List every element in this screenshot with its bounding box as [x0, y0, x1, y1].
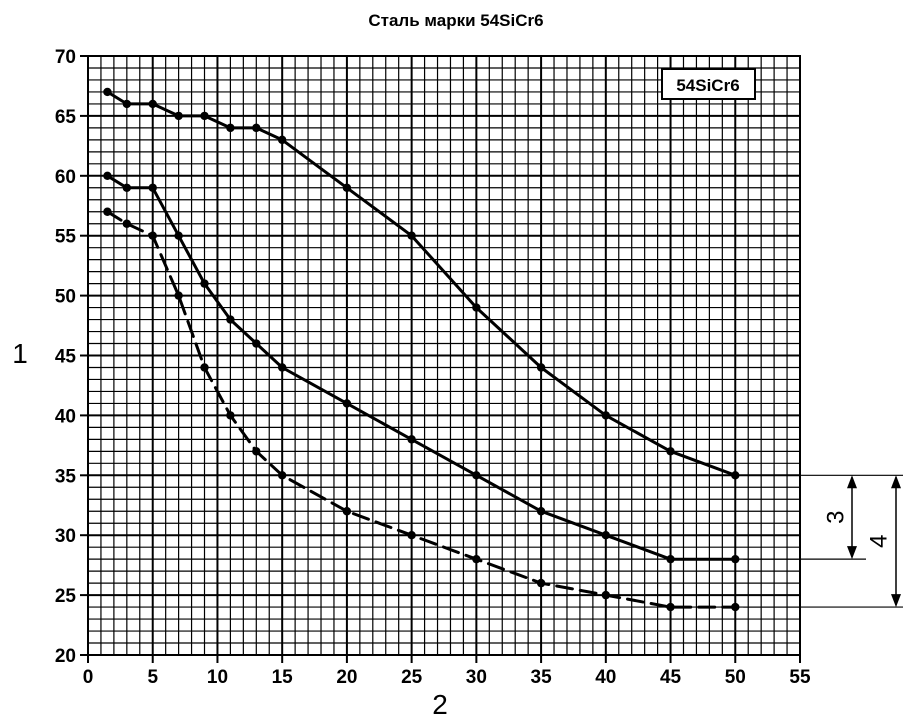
series-3-point	[103, 207, 112, 216]
series-1-point	[122, 99, 132, 109]
annotation-label-4: 4	[866, 535, 893, 548]
y-axis-label: 1	[12, 338, 28, 369]
series-2-point	[472, 471, 481, 480]
series-1-point	[731, 471, 740, 480]
x-tick-label: 5	[147, 667, 158, 688]
series-3-point	[666, 602, 675, 612]
y-tick-label: 50	[55, 287, 76, 308]
legend-box-label: 54SiCr6	[676, 76, 739, 95]
series-1-point	[407, 231, 416, 240]
axis-ticks: 0 5 10 15 20 25 30 35 40 45 50 55 20 25 30 35 40 45 50 55 60…	[55, 47, 811, 688]
x-tick-label: 55	[789, 667, 811, 688]
series-2-point	[226, 315, 235, 324]
y-tick-label: 30	[55, 526, 76, 547]
y-tick-label: 55	[55, 227, 77, 248]
x-tick-label: 25	[401, 667, 423, 688]
annotation-arrow-3-head-down	[847, 546, 857, 560]
series-3-point	[252, 447, 261, 456]
series-1-point	[536, 363, 546, 372]
series-2-point	[407, 435, 416, 444]
series-3-point	[174, 291, 183, 300]
x-tick-label: 30	[466, 667, 487, 688]
annotation-label-3: 3	[823, 511, 850, 524]
series-2-point	[601, 531, 611, 540]
x-tick-label: 0	[83, 667, 94, 688]
y-tick-label: 45	[55, 347, 77, 368]
series-3-point	[536, 578, 546, 588]
series-1-point	[226, 123, 235, 133]
y-tick-label: 35	[55, 466, 77, 487]
series-2-point	[200, 279, 209, 288]
series-2-point	[148, 183, 157, 192]
x-tick-label: 35	[531, 667, 553, 688]
series-1-point	[148, 99, 157, 109]
series-3-point	[226, 411, 235, 420]
series-3-point	[342, 507, 352, 516]
y-tick-label: 25	[55, 586, 77, 607]
series-3-point	[122, 219, 132, 228]
series-2-point	[277, 363, 287, 372]
x-tick-label: 50	[725, 667, 746, 688]
series-1-point	[174, 111, 183, 121]
series-2-point	[731, 554, 740, 564]
series-2-point	[252, 339, 261, 348]
series-1-point	[277, 135, 287, 145]
x-tick-label: 10	[207, 667, 228, 688]
series-1-point	[666, 447, 675, 456]
series-1-point	[601, 411, 611, 420]
series-2-point	[174, 231, 183, 240]
y-tick-label: 60	[55, 167, 76, 188]
series-layer	[103, 87, 740, 612]
series-3-point	[148, 231, 157, 240]
x-axis-label: 2	[432, 689, 448, 717]
y-tick-label: 65	[55, 107, 77, 128]
y-tick-label: 20	[55, 646, 76, 667]
x-tick-label: 15	[272, 667, 294, 688]
series-2-point	[536, 507, 546, 516]
legend-box: 54SiCr6	[661, 68, 756, 100]
x-tick-label: 40	[595, 667, 616, 688]
series-1-point	[200, 111, 209, 121]
series-1-point	[103, 87, 112, 97]
y-tick-label: 70	[55, 47, 76, 68]
series-3-point	[731, 602, 740, 612]
series-3-point	[601, 590, 611, 600]
series-3-point	[277, 471, 287, 480]
series-3-point	[472, 554, 481, 564]
annotation-arrow-3-head-up	[847, 475, 857, 489]
grid-major	[88, 56, 800, 655]
annotations: 34	[743, 474, 903, 608]
y-tick-label: 40	[55, 406, 76, 427]
x-tick-label: 45	[660, 667, 682, 688]
annotation-arrow-4-head-up	[891, 475, 901, 489]
series-1-point	[472, 303, 481, 312]
series-2-point	[122, 183, 132, 192]
legend-box-frame	[661, 68, 756, 100]
series-1-point	[252, 123, 261, 133]
series-1-point	[342, 183, 352, 192]
series-2-point	[666, 554, 675, 564]
chart-title: Сталь марки 54SiCr6	[368, 11, 543, 30]
series-2-point	[103, 171, 112, 180]
series-2-point	[342, 399, 352, 408]
series-3-point	[407, 531, 416, 540]
series-3-point	[200, 363, 209, 372]
annotation-arrow-4-head-down	[891, 594, 901, 608]
x-tick-label: 20	[336, 667, 357, 688]
